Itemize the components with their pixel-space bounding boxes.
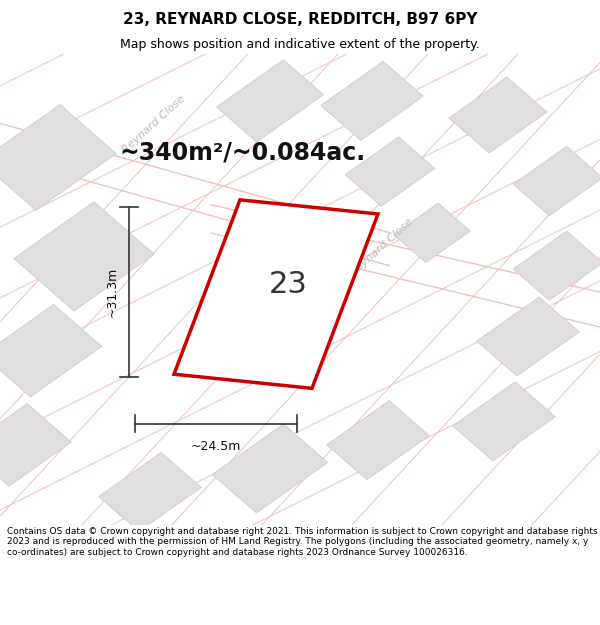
Text: Reynard Close: Reynard Close <box>120 94 187 155</box>
Polygon shape <box>513 231 600 301</box>
Text: Reynard Close: Reynard Close <box>348 216 415 278</box>
Polygon shape <box>174 200 378 388</box>
Polygon shape <box>327 401 429 480</box>
Text: ~31.3m: ~31.3m <box>105 267 118 317</box>
Text: Map shows position and indicative extent of the property.: Map shows position and indicative extent… <box>120 38 480 51</box>
Polygon shape <box>477 297 579 376</box>
Text: 23: 23 <box>269 270 307 299</box>
Text: ~24.5m: ~24.5m <box>191 440 241 453</box>
Text: ~340m²/~0.084ac.: ~340m²/~0.084ac. <box>120 141 366 165</box>
Polygon shape <box>345 137 435 206</box>
Polygon shape <box>99 452 201 532</box>
Polygon shape <box>0 304 102 397</box>
Polygon shape <box>0 404 71 486</box>
Text: Contains OS data © Crown copyright and database right 2021. This information is : Contains OS data © Crown copyright and d… <box>7 527 598 557</box>
Polygon shape <box>449 77 547 153</box>
Polygon shape <box>394 203 470 262</box>
Polygon shape <box>212 424 328 513</box>
Polygon shape <box>453 382 555 461</box>
Polygon shape <box>513 146 600 216</box>
Polygon shape <box>321 61 423 141</box>
Text: 23, REYNARD CLOSE, REDDITCH, B97 6PY: 23, REYNARD CLOSE, REDDITCH, B97 6PY <box>123 12 477 27</box>
Polygon shape <box>14 202 154 311</box>
Polygon shape <box>217 60 323 142</box>
Polygon shape <box>0 104 116 211</box>
